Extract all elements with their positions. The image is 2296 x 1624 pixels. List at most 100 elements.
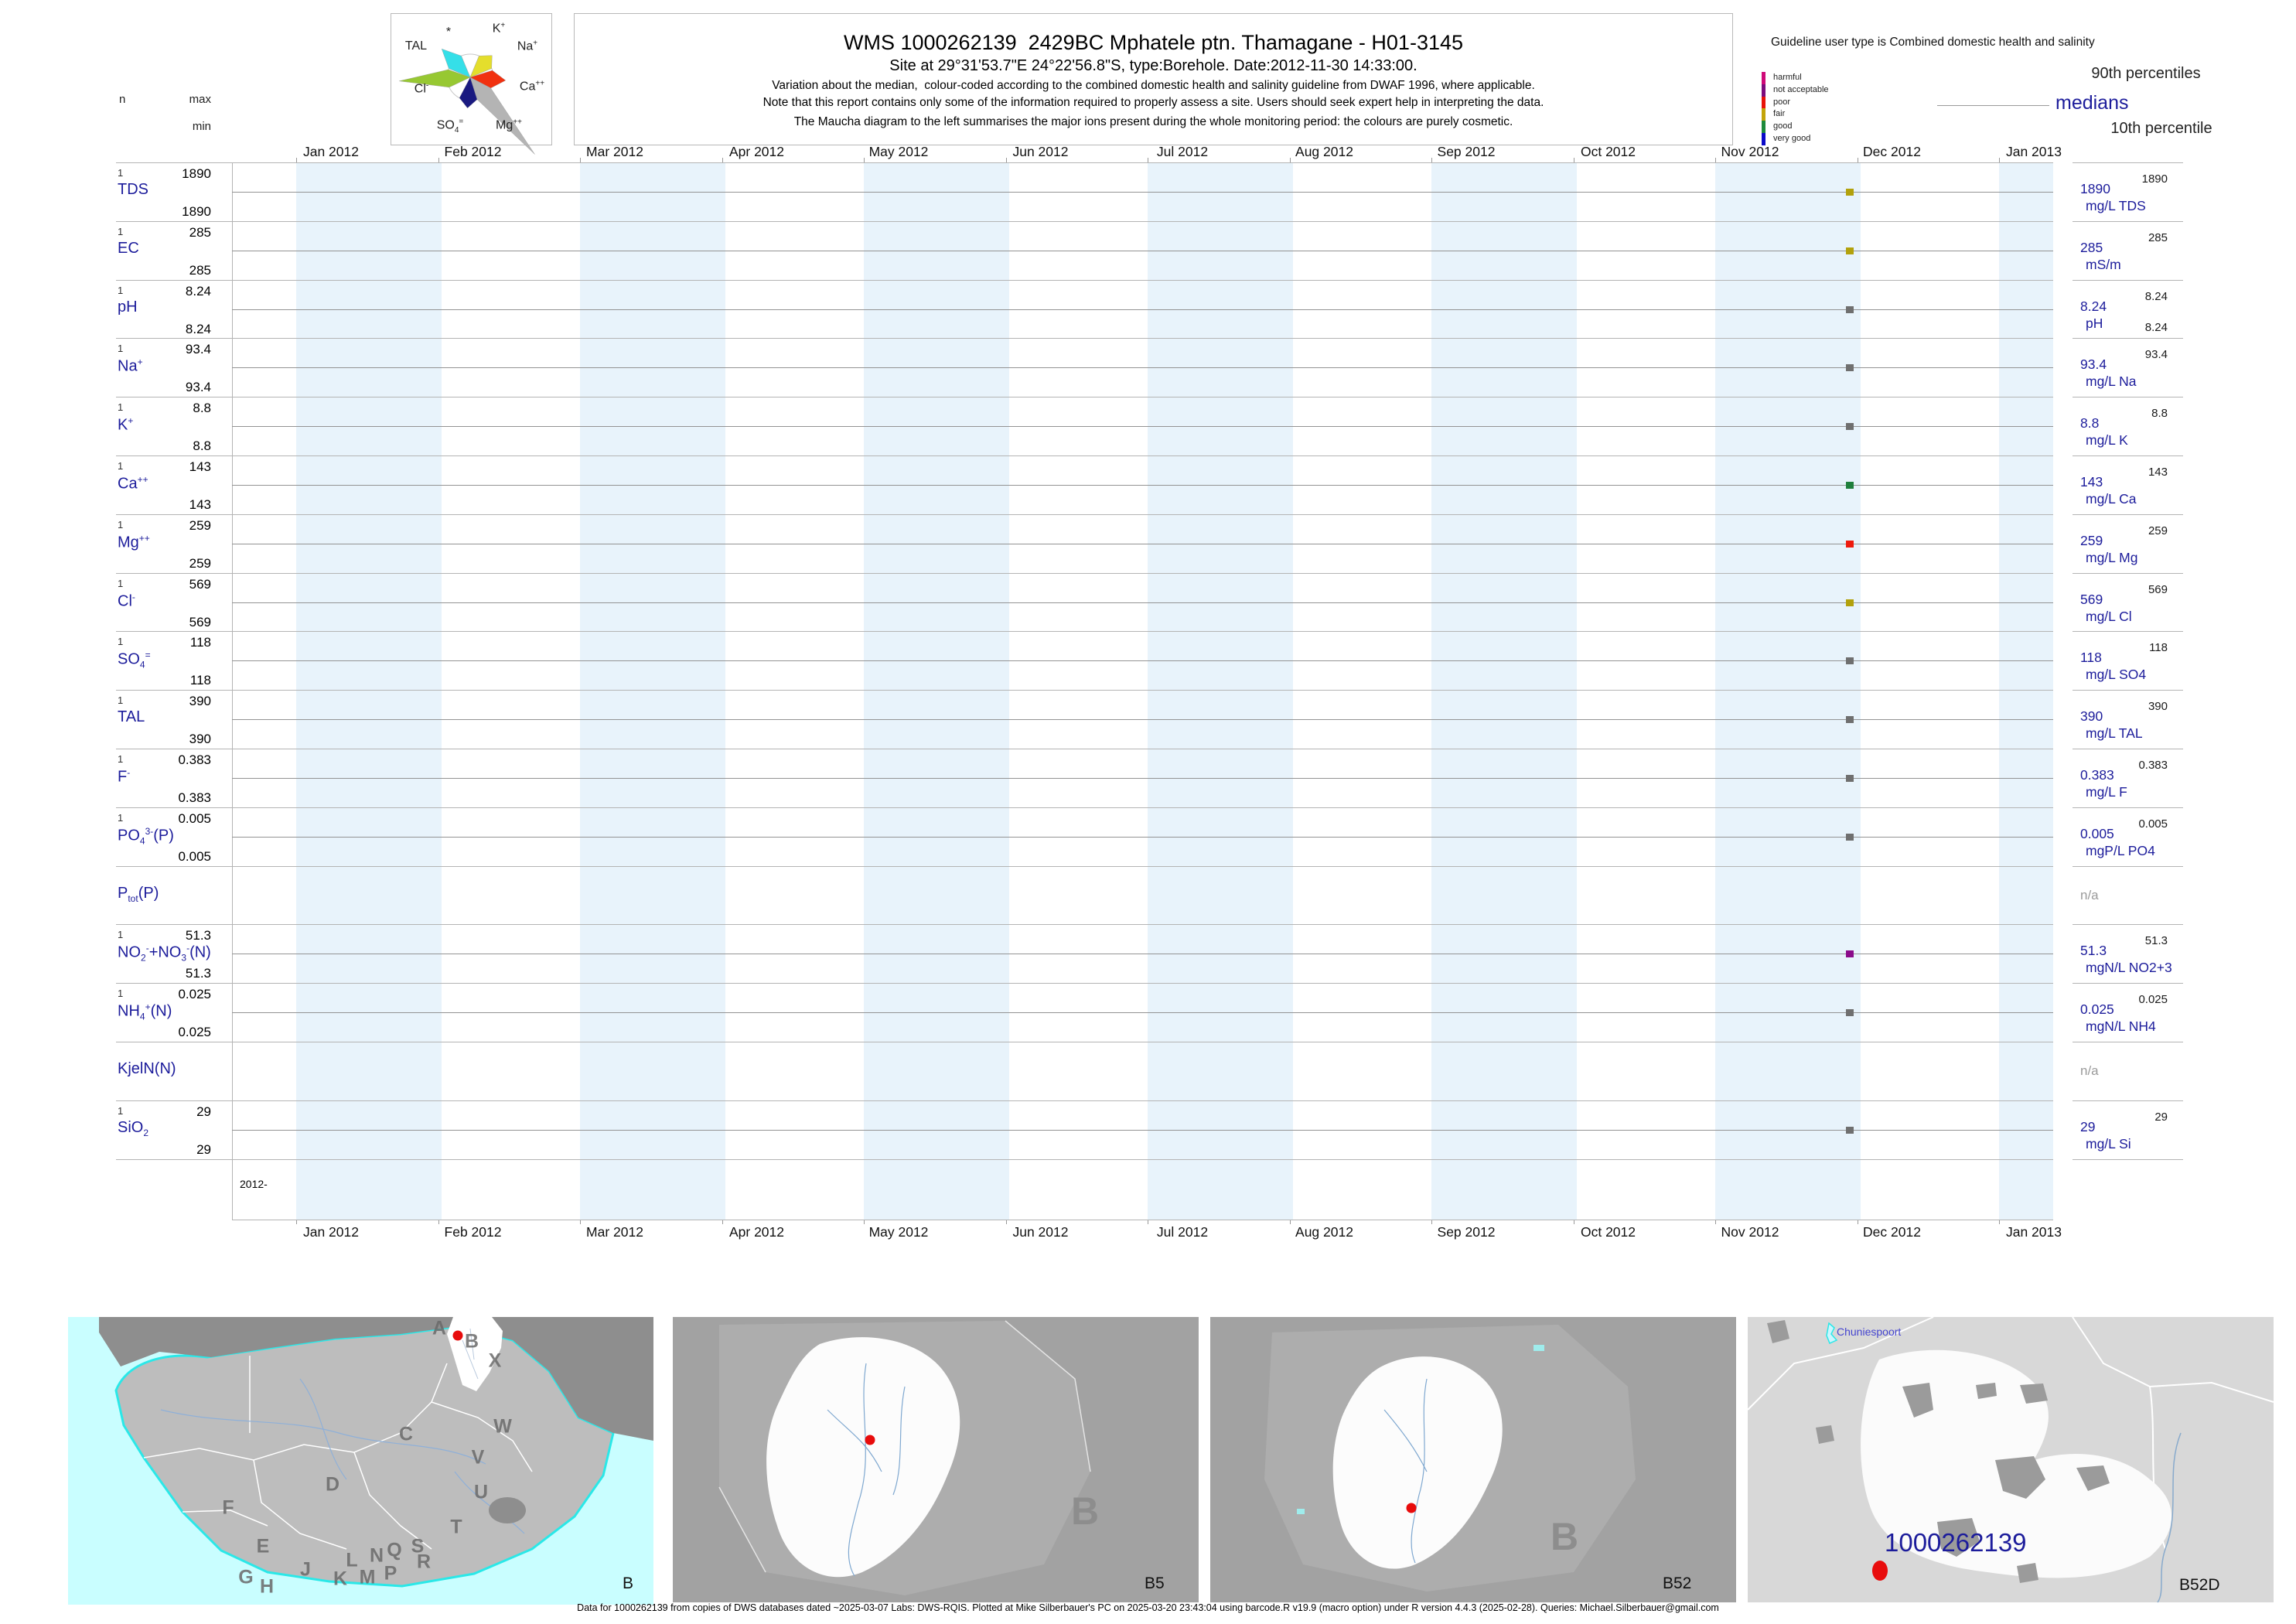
row-border [116,631,2053,632]
median-line [232,309,2053,310]
maucha-ion-label: * [445,26,452,39]
sample-point [1846,306,1854,313]
median-line [232,485,2053,486]
maucha-diagram-icon [399,48,535,155]
month-label-bottom: Feb 2012 [444,1224,502,1240]
row-median-value: 285 [2080,240,2103,255]
row-min-value: 285 [189,263,211,278]
guideline-class-item: harmful [1762,72,1829,84]
month-stripe [864,162,1009,1220]
parameter-name: Ca++ [118,474,148,493]
row-max-value: 390 [189,694,211,708]
median-line [232,1130,2053,1131]
row-border-right [2073,1100,2183,1101]
page-title: WMS 1000262139 2429BC Mphatele ptn. Tham… [843,31,1464,54]
guideline-class-swatch [1762,132,1765,145]
maucha-ion-label: TAL [404,39,428,53]
guideline-class-swatch [1762,84,1765,97]
col-header-min: min [192,120,211,133]
drainage-region-letter: P [384,1562,397,1585]
row-unit-label: mg/L Cl [2086,609,2132,624]
title-box: WMS 1000262139 2429BC Mphatele ptn. Tham… [574,13,1733,145]
row-unit-label: mg/L Na [2086,374,2137,389]
parameter-name: Ptot(P) [118,885,159,904]
row-median-value: 569 [2080,592,2103,607]
month-label-bottom: Aug 2012 [1295,1224,1353,1240]
month-label-top: May 2012 [868,144,929,159]
map-catchment-b5 [673,1317,1199,1602]
map2-label: B5 [1145,1575,1165,1592]
maucha-ion-label: Cl- [414,81,429,96]
axis-tick-top [1005,158,1007,162]
row-unit-label: mgN/L NO2+3 [2086,960,2172,975]
row-min-value: 118 [189,673,211,687]
row-p90-value: 0.383 [2138,759,2168,772]
row-median-value: 390 [2080,708,2103,724]
month-label-bottom: Jun 2012 [1012,1224,1069,1240]
row-min-value: 0.025 [178,1025,211,1039]
guideline-class-item: very good [1762,132,1829,145]
row-median-value: 259 [2080,533,2103,548]
guideline-class-swatch [1762,72,1765,84]
row-median-value: 8.24 [2080,299,2107,314]
row-border-right [2073,455,2183,456]
row-p90-value: 1890 [2141,172,2168,186]
row-median-value: 0.005 [2080,826,2114,841]
row-min-value: 51.3 [185,966,211,981]
month-label-bottom: Jan 2013 [2005,1224,2062,1240]
month-label-top: Dec 2012 [1863,144,1921,159]
row-unit-label: mg/L Mg [2086,550,2138,565]
p10-label: 10th percentile [2110,120,2212,137]
guideline-class-label: not acceptable [1773,84,1829,94]
row-median-value: 8.8 [2080,415,2100,431]
drainage-region-letter: T [450,1516,462,1538]
row-min-value: 93.4 [185,380,211,394]
note-maucha: The Maucha diagram to the left summarise… [793,115,1513,128]
sample-point [1846,834,1854,841]
row-p10-value: 8.24 [2144,321,2168,334]
row-p90-value: 0.005 [2138,817,2168,831]
month-stripe [1715,162,1861,1220]
sample-point [1846,247,1854,254]
month-label-bottom: Jan 2012 [302,1224,359,1240]
parameter-name: Mg++ [118,533,150,551]
row-min-value: 390 [189,732,211,746]
month-stripe [580,162,725,1220]
map-quaternary-b52d [1747,1316,2274,1603]
drainage-region-letter: B [464,1330,479,1353]
row-min-value: 259 [189,556,211,571]
row-border [116,573,2053,574]
row-max-value: 93.4 [185,342,211,357]
row-unit-label: pH [2086,316,2103,331]
guideline-class-item: good [1762,121,1829,133]
maucha-ion-label: K+ [492,21,506,36]
parameter-name: Na+ [118,357,143,375]
drainage-region-letter: K [333,1568,348,1590]
axis-tick-bottom [1999,1220,2000,1224]
drainage-region-letter: D [325,1473,340,1496]
row-unit-label: mg/L Ca [2086,491,2137,507]
note-variation: Variation about the median, colour-coded… [772,79,1535,92]
drainage-region-letter: R [416,1551,432,1573]
map3-watermark: B [1551,1515,1579,1558]
guideline-class-label: poor [1773,97,1791,107]
maucha-ion-label: Mg++ [496,118,522,132]
parameter-name: SiO2 [118,1119,149,1138]
axis-tick-bottom [1431,1220,1432,1224]
month-label-top: Sep 2012 [1437,144,1496,159]
drainage-region-letter: V [471,1446,485,1469]
median-line-icon [1937,105,2049,106]
sample-point [1846,950,1854,957]
row-max-value: 8.24 [185,284,211,299]
sample-point [1846,364,1854,371]
month-stripe [1148,162,1293,1220]
drainage-region-letter: X [488,1349,502,1372]
month-label-top: Feb 2012 [444,144,502,159]
site-subtitle: Site at 29°31'53.7"E 24°22'56.8"S, type:… [889,57,1418,74]
row-median-value: 1890 [2080,181,2110,196]
map3-label: B52 [1663,1575,1692,1592]
parameter-name: PO43-(P) [118,826,174,847]
maucha-ion-label: SO4= [436,118,464,135]
axis-tick-bottom [1005,1220,1007,1224]
drainage-region-letter: N [369,1544,384,1567]
